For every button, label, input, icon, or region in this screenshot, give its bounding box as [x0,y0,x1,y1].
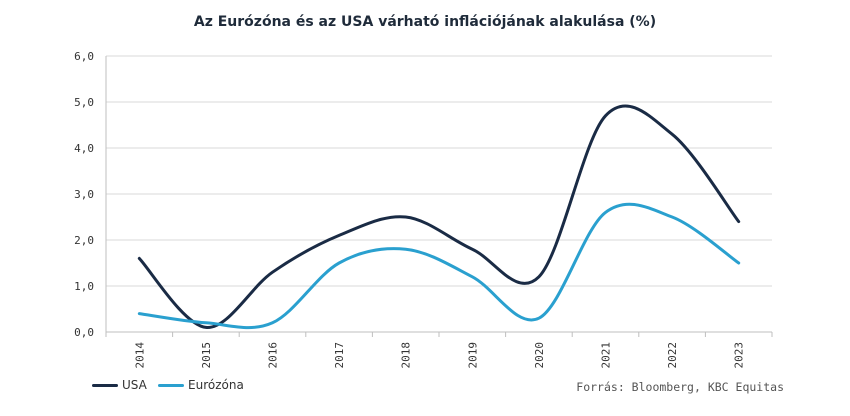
legend-swatch-eurozona [158,383,184,387]
y-tick-label: 5,0 [74,96,94,109]
x-tick-label: 2019 [466,342,479,369]
x-tick-label: 2015 [200,342,213,369]
y-tick-label: 0,0 [74,326,94,339]
y-tick-label: 2,0 [74,234,94,247]
x-tick-label: 2021 [600,342,613,369]
x-tick-label: 2016 [267,342,280,369]
x-tick-label: 2022 [666,342,679,369]
y-tick-label: 4,0 [74,142,94,155]
legend-swatch-usa [92,383,118,387]
source-note: Forrás: Bloomberg, KBC Equitas [576,380,784,394]
legend-item-eurozona: Eurózóna [158,378,244,392]
series-lines [137,104,741,330]
series-line-eurzna [137,202,741,330]
x-tick-label: 2018 [400,342,413,369]
x-tick-label: 2023 [733,342,746,369]
x-tick-label: 2020 [533,342,546,369]
axes [105,56,773,337]
legend-item-usa: USA [92,378,147,392]
x-tick-label: 2014 [133,342,146,369]
chart-title: Az Eurózóna és az USA várható inflációjá… [193,14,657,30]
legend-label-usa: USA [122,378,147,392]
y-tick-label: 6,0 [74,50,94,63]
grid-lines [106,55,772,287]
y-tick-label: 3,0 [74,188,94,201]
tick-labels: 0,0 1,0 2,0 3,0 4,0 5,0 6,0 2014 2015 2016 2017 201… [74,50,746,369]
y-tick-label: 1,0 [74,280,94,293]
x-tick-label: 2017 [333,342,346,369]
series-line-usa [137,104,741,329]
legend-label-eurozona: Eurózóna [188,378,244,392]
